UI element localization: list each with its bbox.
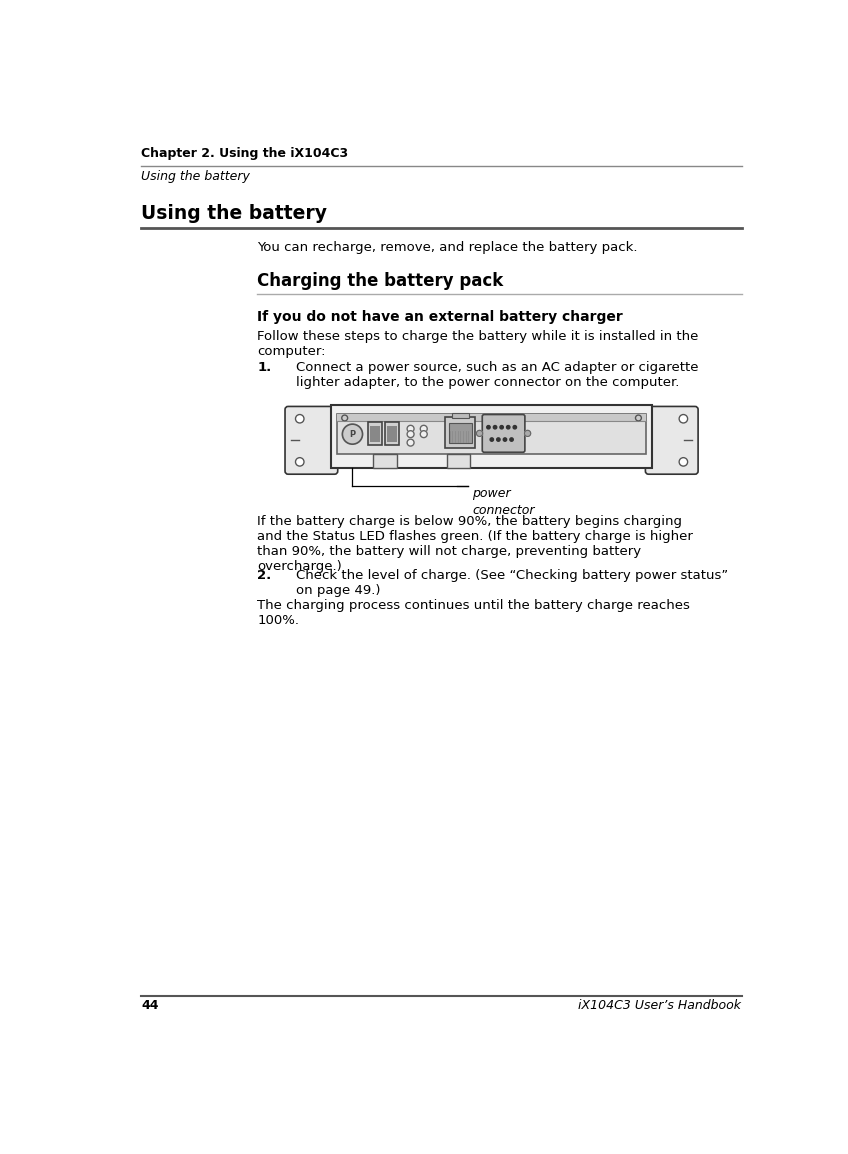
Bar: [337, 414, 646, 455]
Circle shape: [635, 415, 641, 421]
Text: connector: connector: [472, 504, 535, 517]
Text: iX104C3 User’s Handbook: iX104C3 User’s Handbook: [578, 999, 741, 1012]
Bar: [385, 422, 399, 445]
Text: You can recharge, remove, and replace the battery pack.: You can recharge, remove, and replace th…: [257, 241, 638, 254]
Circle shape: [295, 414, 304, 424]
Text: The charging process continues until the battery charge reaches: The charging process continues until the…: [257, 599, 690, 612]
FancyBboxPatch shape: [645, 406, 698, 474]
Text: Check the level of charge. (See “Checking battery power status”: Check the level of charge. (See “Checkin…: [296, 569, 728, 582]
Text: Connect a power source, such as an AC adapter or cigarette: Connect a power source, such as an AC ad…: [296, 361, 699, 374]
Text: power: power: [472, 487, 510, 501]
Text: If the battery charge is below 90%, the battery begins charging: If the battery charge is below 90%, the …: [257, 515, 682, 529]
Text: and the Status LED flashes green. (If the battery charge is higher: and the Status LED flashes green. (If th…: [257, 530, 693, 544]
Circle shape: [513, 426, 516, 429]
Circle shape: [421, 426, 427, 433]
Circle shape: [407, 426, 414, 433]
Circle shape: [494, 426, 497, 429]
Circle shape: [343, 425, 363, 444]
Bar: [373, 455, 397, 469]
Text: P: P: [349, 429, 355, 439]
Circle shape: [421, 430, 427, 437]
Text: lighter adapter, to the power connector on the computer.: lighter adapter, to the power connector …: [296, 376, 679, 389]
Text: 1.: 1.: [257, 361, 271, 374]
Text: Follow these steps to charge the battery while it is installed in the: Follow these steps to charge the battery…: [257, 330, 699, 343]
Text: If you do not have an external battery charger: If you do not have an external battery c…: [257, 310, 623, 324]
Bar: [447, 455, 471, 469]
Text: computer:: computer:: [257, 345, 326, 358]
Circle shape: [503, 437, 506, 441]
Bar: [337, 414, 646, 421]
Bar: [452, 413, 469, 418]
FancyBboxPatch shape: [483, 414, 525, 452]
Text: 2.: 2.: [257, 569, 271, 582]
Circle shape: [525, 430, 531, 436]
Text: Chapter 2. Using the iX104C3: Chapter 2. Using the iX104C3: [142, 147, 349, 160]
FancyBboxPatch shape: [285, 406, 338, 474]
Text: on page 49.): on page 49.): [296, 584, 381, 597]
Circle shape: [679, 414, 688, 424]
Text: Charging the battery pack: Charging the battery pack: [257, 271, 504, 290]
Circle shape: [500, 426, 504, 429]
Circle shape: [490, 437, 494, 441]
Bar: [445, 418, 475, 448]
Bar: [449, 424, 471, 443]
Text: 100%.: 100%.: [257, 614, 299, 627]
Circle shape: [487, 426, 490, 429]
Bar: [368, 422, 382, 445]
Bar: [388, 427, 397, 442]
Text: 44: 44: [142, 999, 159, 1012]
Bar: [331, 405, 652, 469]
Circle shape: [497, 437, 500, 441]
Circle shape: [407, 440, 414, 447]
Circle shape: [342, 415, 348, 421]
Circle shape: [407, 430, 414, 437]
Circle shape: [510, 437, 513, 441]
Text: Using the battery: Using the battery: [142, 170, 250, 183]
Circle shape: [506, 426, 510, 429]
Text: overcharge.): overcharge.): [257, 560, 342, 574]
Bar: [371, 427, 380, 442]
Text: Using the battery: Using the battery: [142, 203, 327, 223]
Text: than 90%, the battery will not charge, preventing battery: than 90%, the battery will not charge, p…: [257, 545, 641, 559]
Circle shape: [477, 430, 483, 436]
Circle shape: [679, 458, 688, 466]
Circle shape: [295, 458, 304, 466]
